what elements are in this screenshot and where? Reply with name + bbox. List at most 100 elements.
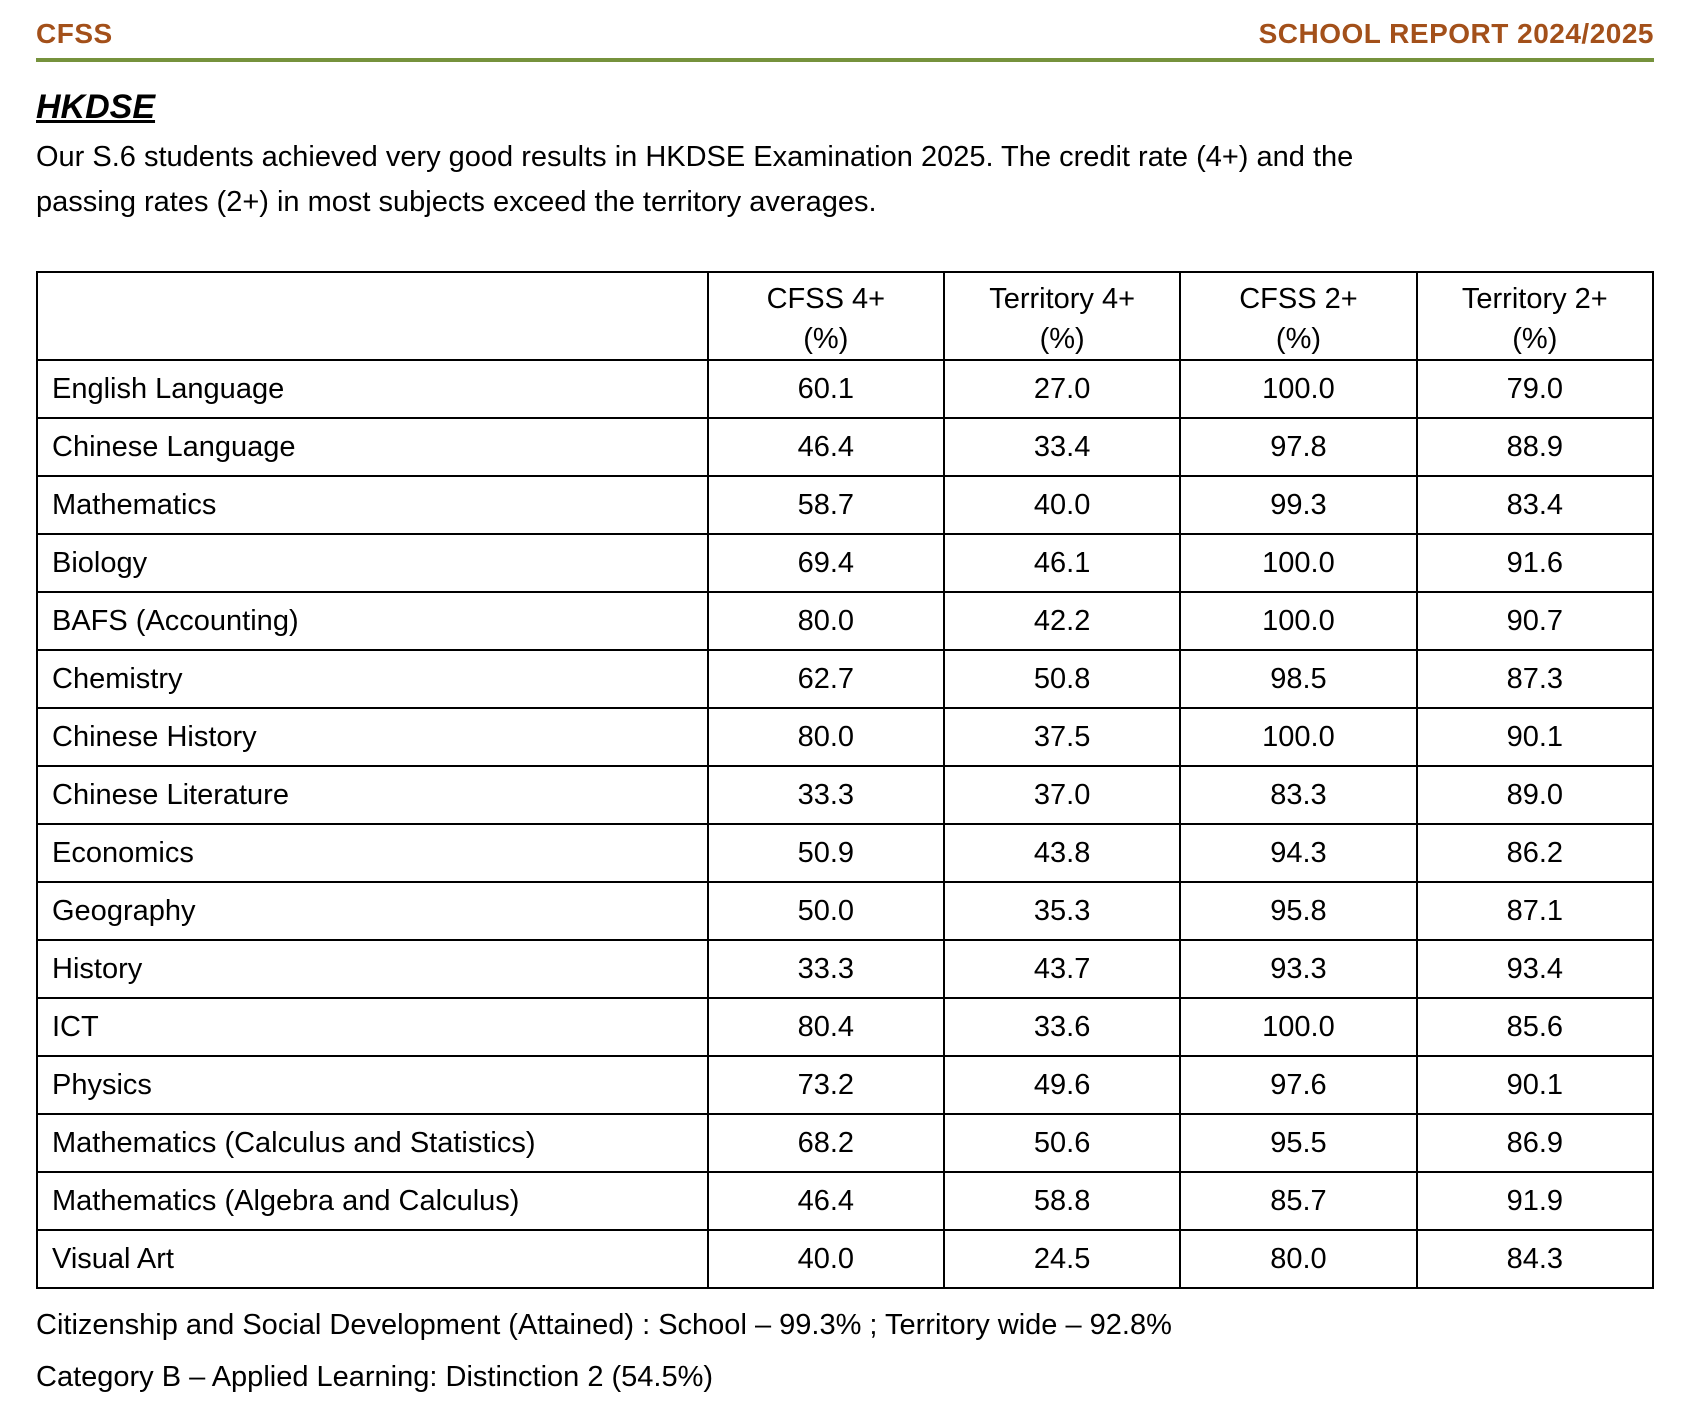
subject-cell: Chinese Literature [36,765,709,825]
table-row: Physics 73.2 49.6 97.6 90.1 [36,1055,1655,1115]
value-cell: 100.0 [1179,533,1418,593]
page-header: CFSS SCHOOL REPORT 2024/2025 [36,0,1654,62]
col-header-label: Territory 2+ [1461,283,1608,315]
table-row: ICT 80.4 33.6 100.0 85.6 [36,997,1655,1057]
value-cell: 40.0 [942,475,1182,535]
value-cell: 37.5 [942,707,1182,767]
value-cell: 85.6 [1415,997,1655,1057]
value-cell: 62.7 [706,649,945,709]
value-cell: 58.8 [942,1171,1182,1231]
value-cell: 93.3 [1179,939,1418,999]
value-cell: 80.0 [1179,1229,1418,1289]
subject-cell: History [36,939,709,999]
value-cell: 90.1 [1415,707,1655,767]
table-row: Mathematics 58.7 40.0 99.3 83.4 [36,475,1655,535]
table-row: Mathematics (Calculus and Statistics) 68… [36,1113,1655,1173]
value-cell: 50.6 [942,1113,1182,1173]
intro-paragraph: Our S.6 students achieved very good resu… [36,135,1654,225]
table-row: Chinese History 80.0 37.5 100.0 90.1 [36,707,1655,767]
value-cell: 85.7 [1179,1171,1418,1231]
value-cell: 37.0 [942,765,1182,825]
col-header-label: CFSS 2+ [1239,283,1358,315]
value-cell: 35.3 [942,881,1182,941]
value-cell: 93.4 [1415,939,1655,999]
value-cell: 97.6 [1179,1055,1418,1115]
value-cell: 79.0 [1415,359,1655,419]
value-cell: 100.0 [1179,591,1418,651]
value-cell: 42.2 [942,591,1182,651]
subject-cell: Economics [36,823,709,883]
section-heading: HKDSE [36,88,156,126]
table-row: Mathematics (Algebra and Calculus) 46.4 … [36,1171,1655,1231]
subject-cell: Geography [36,881,709,941]
subject-cell: BAFS (Accounting) [36,591,709,651]
school-abbreviation: CFSS [36,18,113,49]
value-cell: 99.3 [1179,475,1418,535]
col-header-territory-2plus: Territory 2+ (%) [1415,271,1655,361]
value-cell: 100.0 [1179,359,1418,419]
table-row: Chinese Literature 33.3 37.0 83.3 89.0 [36,765,1655,825]
value-cell: 100.0 [1179,997,1418,1057]
subject-cell: Chinese History [36,707,709,767]
value-cell: 86.2 [1415,823,1655,883]
value-cell: 91.9 [1415,1171,1655,1231]
value-cell: 87.1 [1415,881,1655,941]
results-table-body: English Language 60.1 27.0 100.0 79.0 Ch… [36,359,1655,1289]
subject-cell: ICT [36,997,709,1057]
results-table-header: CFSS 4+ (%) Territory 4+ (%) CFSS 2+ (%)… [36,271,1655,361]
value-cell: 50.8 [942,649,1182,709]
value-cell: 83.4 [1415,475,1655,535]
col-header-subject [36,271,709,361]
footnote-citizenship: Citizenship and Social Development (Atta… [36,1309,1172,1341]
value-cell: 49.6 [942,1055,1182,1115]
table-row: History 33.3 43.7 93.3 93.4 [36,939,1655,999]
value-cell: 95.8 [1179,881,1418,941]
subject-cell: English Language [36,359,709,419]
value-cell: 88.9 [1415,417,1655,477]
table-row: English Language 60.1 27.0 100.0 79.0 [36,359,1655,419]
value-cell: 100.0 [1179,707,1418,767]
table-row: Chemistry 62.7 50.8 98.5 87.3 [36,649,1655,709]
value-cell: 58.7 [706,475,945,535]
subject-cell: Mathematics (Algebra and Calculus) [36,1171,709,1231]
col-header-unit: (%) [1512,323,1558,355]
value-cell: 84.3 [1415,1229,1655,1289]
value-cell: 60.1 [706,359,945,419]
value-cell: 86.9 [1415,1113,1655,1173]
col-header-label: CFSS 4+ [766,283,886,315]
col-header-label: Territory 4+ [989,283,1136,315]
value-cell: 89.0 [1415,765,1655,825]
col-header-cfss-4plus: CFSS 4+ (%) [706,271,945,361]
value-cell: 46.4 [706,417,945,477]
value-cell: 80.0 [706,591,945,651]
col-header-unit: (%) [1275,323,1322,355]
value-cell: 98.5 [1179,649,1418,709]
value-cell: 33.3 [706,939,945,999]
col-header-cfss-2plus: CFSS 2+ (%) [1179,271,1418,361]
report-title: SCHOOL REPORT 2024/2025 [1258,18,1654,49]
value-cell: 46.4 [706,1171,945,1231]
value-cell: 80.0 [706,707,945,767]
subject-cell: Physics [36,1055,709,1115]
value-cell: 97.8 [1179,417,1418,477]
value-cell: 68.2 [706,1113,945,1173]
value-cell: 73.2 [706,1055,945,1115]
subject-cell: Biology [36,533,709,593]
table-row: Geography 50.0 35.3 95.8 87.1 [36,881,1655,941]
value-cell: 40.0 [706,1229,945,1289]
results-table: CFSS 4+ (%) Territory 4+ (%) CFSS 2+ (%)… [36,271,1655,1289]
value-cell: 33.3 [706,765,945,825]
value-cell: 50.0 [706,881,945,941]
table-row: Economics 50.9 43.8 94.3 86.2 [36,823,1655,883]
value-cell: 43.8 [942,823,1182,883]
table-row: Chinese Language 46.4 33.4 97.8 88.9 [36,417,1655,477]
intro-line: Our S.6 students achieved very good resu… [36,141,1354,173]
header-row: CFSS 4+ (%) Territory 4+ (%) CFSS 2+ (%)… [36,271,1655,361]
value-cell: 87.3 [1415,649,1655,709]
table-row: BAFS (Accounting) 80.0 42.2 100.0 90.7 [36,591,1655,651]
value-cell: 43.7 [942,939,1182,999]
value-cell: 91.6 [1415,533,1655,593]
table-row: Biology 69.4 46.1 100.0 91.6 [36,533,1655,593]
value-cell: 69.4 [706,533,945,593]
